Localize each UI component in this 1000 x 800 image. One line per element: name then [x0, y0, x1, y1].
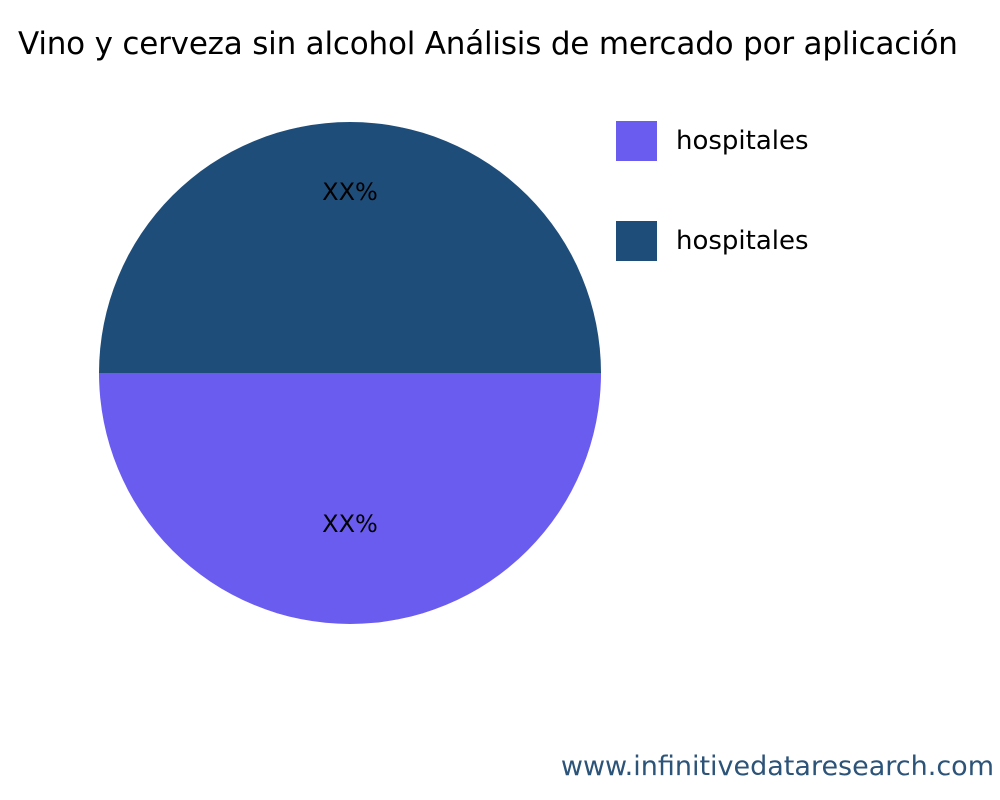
legend-item-label: hospitales	[676, 226, 809, 256]
legend-color-swatch-icon	[616, 221, 657, 261]
chart-legend: hospitales hospitales	[616, 121, 956, 321]
legend-item-0[interactable]: hospitales	[616, 121, 956, 221]
pie-chart: XX% XX%	[99, 122, 601, 624]
pie-slice-hospitales-top[interactable]	[99, 122, 601, 373]
legend-item-1[interactable]: hospitales	[616, 221, 956, 321]
watermark-url: www.infinitivedataresearch.com	[560, 751, 994, 782]
pie-slice-hospitales-bottom[interactable]	[99, 373, 601, 624]
legend-color-swatch-icon	[616, 121, 657, 161]
pie-chart-svg	[99, 122, 601, 624]
page-title: Vino y cerveza sin alcohol Análisis de m…	[18, 26, 958, 62]
legend-item-label: hospitales	[676, 126, 809, 156]
